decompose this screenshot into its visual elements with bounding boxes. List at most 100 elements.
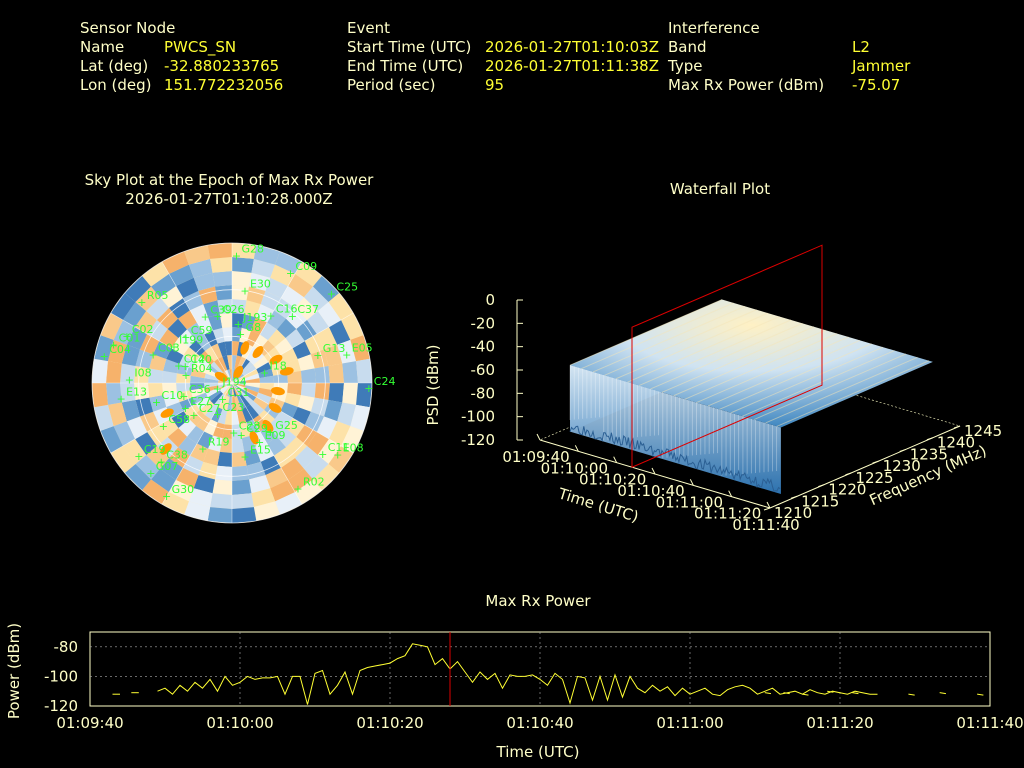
satellite-marker: + [240, 285, 249, 298]
sky-tile [211, 343, 223, 359]
sky-tile [241, 407, 253, 423]
sky-tile [204, 330, 218, 347]
sky-tile [232, 374, 245, 383]
sky-tile [253, 397, 269, 410]
sky-tile [190, 383, 205, 391]
sensor-lon-value: 151.772232056 [164, 76, 284, 94]
sky-tile [212, 327, 225, 344]
sky-tile [239, 422, 252, 439]
sky-tile [94, 404, 114, 431]
sky-tile [310, 349, 329, 369]
sky-tile [160, 458, 183, 480]
sky-tile [222, 396, 230, 411]
satellite-marker: + [181, 331, 190, 344]
satellite-marker: + [157, 456, 166, 469]
sky-tile [113, 421, 136, 446]
sky-plot-subtitle: 2026-01-27T01:10:28.000Z [125, 190, 333, 208]
satellite-marker: + [313, 349, 322, 362]
freq-tick-label: 1225 [855, 469, 893, 487]
sky-tile [310, 397, 329, 417]
sky-tile [274, 298, 295, 319]
sky-tile [267, 418, 286, 437]
sky-tile [184, 501, 211, 521]
sky-tile [232, 451, 247, 467]
satellite-label: E09 [265, 429, 286, 442]
sky-azimuth-line [231, 382, 354, 454]
sky-azimuth-line [231, 312, 354, 384]
sky-tile [245, 383, 260, 388]
sky-tile [160, 286, 183, 308]
freq-tick-label: 1230 [883, 457, 921, 475]
satellite-label: R19 [208, 435, 230, 448]
sky-tile [204, 383, 219, 388]
sky-tile [192, 362, 208, 374]
surface-ridge [696, 336, 849, 404]
sky-tile [190, 375, 205, 383]
sensor-name-label: Name [80, 38, 125, 56]
sky-tile [134, 383, 150, 401]
interference-title: Interference [668, 19, 760, 37]
satellite-marker: + [148, 348, 157, 361]
rx-y-tick-label: -80 [54, 638, 79, 656]
sky-tile [224, 341, 232, 356]
time-tick-label: 01:11:20 [694, 505, 761, 523]
sky-tile [163, 392, 180, 407]
sky-tile [178, 418, 197, 437]
sky-tile [204, 373, 219, 381]
rx-power-fragment [908, 693, 915, 696]
sky-tile [193, 475, 215, 494]
sky-tile [169, 447, 190, 468]
sky-tile [240, 361, 254, 375]
sky-tile [148, 383, 164, 398]
sky-tile [232, 355, 237, 370]
time-tick [766, 501, 771, 509]
sky-tile [297, 395, 315, 412]
sky-tile [328, 421, 351, 446]
event-end-label: End Time (UTC) [347, 57, 464, 75]
time-tick-label: 01:10:40 [617, 482, 684, 500]
sky-tile [100, 426, 123, 453]
satellite-label: C19 [144, 443, 166, 456]
sky-tile [245, 378, 260, 383]
sky-tile [227, 369, 232, 383]
rx-power-fragment [783, 692, 790, 695]
sky-tile [328, 363, 344, 383]
sky-tile [285, 329, 305, 348]
surface-ridge [581, 302, 734, 370]
sky-tile [176, 390, 193, 403]
sky-plot-title: Sky Plot at the Epoch of Max Rx Power [84, 171, 374, 189]
time-tick-label: 01:09:40 [502, 448, 569, 466]
sky-tile [232, 383, 246, 388]
sky-tile [285, 418, 305, 437]
sky-tile [295, 479, 322, 505]
satellite-label: C25 [336, 280, 358, 293]
sky-tile [258, 368, 274, 379]
sky-tile [273, 373, 288, 383]
sky-tile [274, 411, 293, 428]
freq-tick [872, 460, 879, 464]
surface-ridge [684, 333, 838, 400]
satellite-label: J193 [242, 311, 267, 324]
sky-tile [190, 387, 206, 398]
sky-tile [232, 507, 257, 523]
satellite-marker: + [318, 448, 327, 461]
sky-tile [287, 383, 302, 396]
sky-tile [295, 261, 322, 287]
sensor-name-value: PWCS_SN [164, 38, 237, 56]
sky-tile [232, 313, 245, 328]
surface-ridge [615, 312, 769, 380]
satellite-marker: + [100, 350, 109, 363]
surface-top [570, 299, 933, 428]
sky-tile [176, 383, 191, 393]
sky-tile [256, 362, 272, 374]
sky-tile [217, 409, 228, 425]
satellite-marker: + [232, 250, 241, 263]
sky-tile [199, 350, 215, 366]
sky-tile [197, 431, 213, 449]
sky-tile [214, 358, 225, 373]
sky-tile [249, 475, 271, 494]
satellite-label: G28 [241, 243, 264, 256]
time-tick [536, 433, 541, 441]
sky-tile [341, 313, 364, 340]
satellite-marker: + [189, 409, 198, 422]
